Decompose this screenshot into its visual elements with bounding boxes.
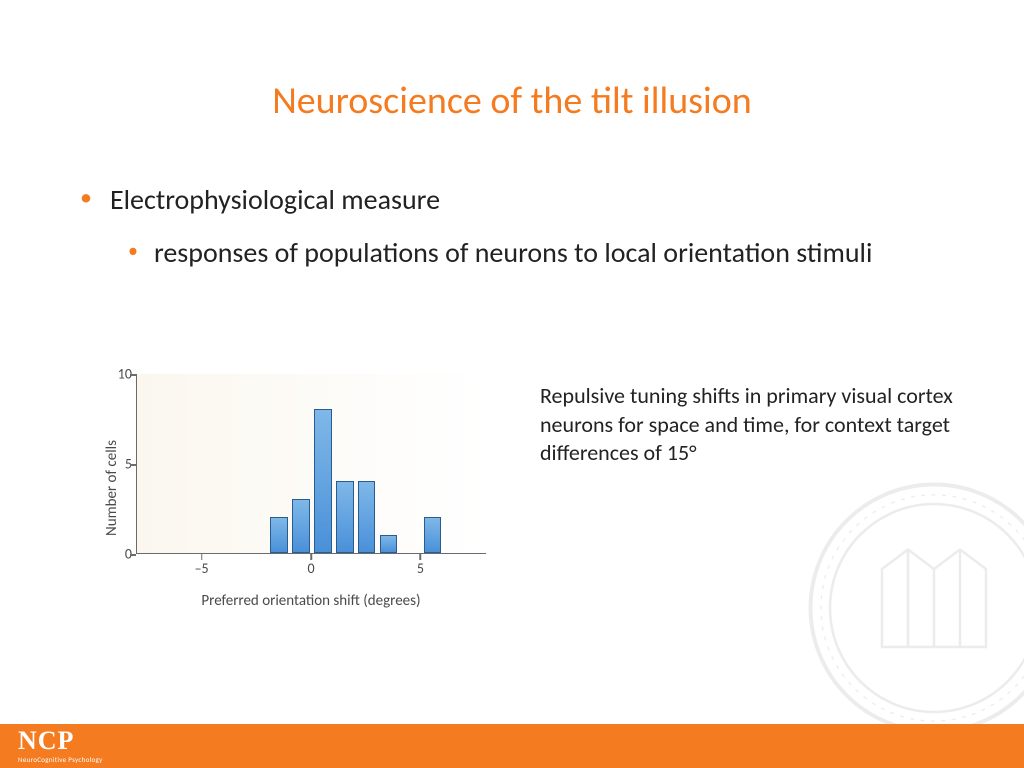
footer-logo-sub: NeuroCognitive Psychology xyxy=(18,755,103,764)
chart-bar xyxy=(358,481,376,553)
chart-bar xyxy=(270,517,288,553)
chart-bar xyxy=(292,499,310,553)
slide: Neuroscience of the tilt illusion • Elec… xyxy=(0,0,1024,768)
bullet-level2: • responses of populations of neurons to… xyxy=(128,235,940,270)
chart-xlabel: Preferred orientation shift (degrees) xyxy=(136,592,486,610)
slide-title: Neuroscience of the tilt illusion xyxy=(0,78,1024,124)
bullet-level2-text: responses of populations of neurons to l… xyxy=(154,235,872,270)
chart-xticks: –5 0 5 xyxy=(136,554,486,576)
chart-ytick-mark xyxy=(130,374,136,376)
chart-ytick-mark xyxy=(130,464,136,466)
chart-bar xyxy=(336,481,354,553)
university-seal-watermark xyxy=(804,478,1024,738)
chart-xtick-label: 0 xyxy=(307,560,314,577)
bullet-level1-text: Electrophysiological measure xyxy=(110,182,440,217)
chart-bar xyxy=(380,535,398,553)
footer-logo: NCP NeuroCognitive Psychology xyxy=(18,728,103,764)
slide-footer: NCP NeuroCognitive Psychology xyxy=(0,724,1024,768)
chart-bar xyxy=(424,517,442,553)
chart-bar xyxy=(314,409,332,553)
chart-xtick-label: –5 xyxy=(195,560,209,577)
chart-xtick-label: 5 xyxy=(417,560,424,577)
chart-ytick-label: 5 xyxy=(108,456,132,473)
bullet-dot-icon: • xyxy=(128,235,138,267)
bullet-dot-icon: • xyxy=(80,182,92,214)
chart-ytick-mark xyxy=(130,554,136,556)
chart-caption: Repulsive tuning shifts in primary visua… xyxy=(540,382,960,468)
chart-plot-area xyxy=(136,374,486,554)
chart-yticks: 0510 xyxy=(108,374,132,554)
footer-logo-main: NCP xyxy=(18,728,103,754)
chart-ytick-label: 0 xyxy=(108,546,132,563)
histogram-chart: Number of cells 0510 –505 Preferred orie… xyxy=(70,368,500,608)
bullet-list: • Electrophysiological measure • respons… xyxy=(80,182,940,270)
bullet-level1: • Electrophysiological measure xyxy=(80,182,940,217)
chart-ytick-label: 10 xyxy=(108,366,132,383)
